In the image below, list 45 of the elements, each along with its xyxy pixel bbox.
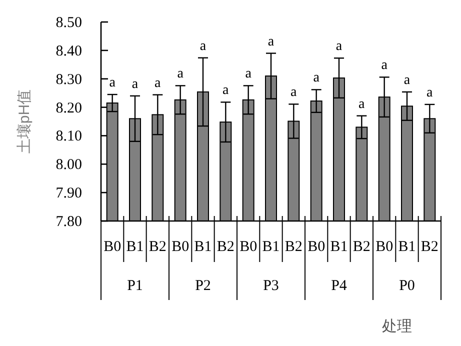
y-tick-label: 8.00 [56,157,82,174]
x-tick-label: B1 [262,239,280,255]
text: P1 [127,278,143,294]
data-label: a [222,83,230,98]
x-tick-label: B2 [284,239,302,255]
data-label: a [200,38,207,54]
y-tick-label: 7.80 [56,214,82,230]
data-label: a [404,72,411,88]
x-axis-title: 处理 [382,318,412,335]
data-label: a [358,96,366,112]
x-tick-label: B1 [398,239,416,255]
x-tick-label: B1 [126,239,144,255]
x-tick-label: B0 [308,239,326,255]
x-tick-label: B0 [376,239,394,255]
data-label: a [177,66,184,82]
x-tick-label: B0 [240,239,258,255]
x-tick-label: B2 [352,239,370,255]
x-tick-label: B1 [194,239,212,255]
data-label: a [290,85,298,100]
x-tick-label: B2 [148,239,166,255]
data-label: a [426,85,434,100]
y-tick-label: 7.90 [56,186,82,202]
data-label: a [268,34,275,50]
text: P0 [399,278,415,294]
y-tick-label: 8.10 [56,128,82,145]
data-label: a [381,58,388,74]
x-tick-label: B0 [104,239,122,255]
data-label: a [109,75,116,90]
x-tick-label: B0 [172,239,190,255]
x-tick-label: B2 [420,239,438,255]
y-axis-title: 土壤pH值 [16,89,33,154]
y-tick-label: 8.20 [56,100,82,116]
text: P3 [263,278,279,294]
data-label: a [336,39,343,54]
y-tick-label: 8.40 [56,43,82,60]
y-tick-label: 8.50 [56,15,82,31]
text: P2 [195,278,211,294]
x-tick-label: B1 [330,239,348,255]
data-label: a [132,76,139,92]
x-tick-label: B2 [216,239,234,255]
text: P4 [331,278,348,294]
y-tick-label: 8.30 [56,72,82,88]
data-label: a [154,76,162,91]
data-label: a [313,70,320,86]
data-label: a [245,66,252,82]
